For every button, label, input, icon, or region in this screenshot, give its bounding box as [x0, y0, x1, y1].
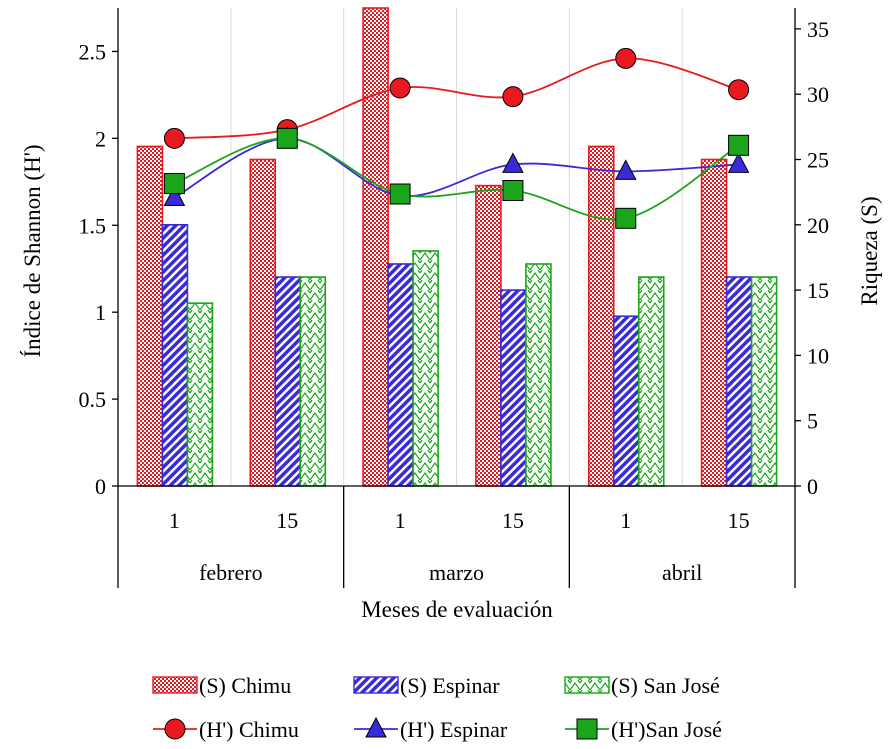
left-tick-label: 1 [95, 300, 106, 325]
bar [387, 263, 414, 487]
right-tick-label: 10 [807, 343, 829, 368]
bar [587, 145, 615, 487]
series-line [173, 137, 739, 199]
legend-label: (S) Espinar [400, 673, 500, 698]
bars-layer [136, 7, 778, 487]
month-label: febrero [199, 560, 263, 585]
data-point [728, 79, 750, 101]
right-tick-label: 15 [807, 278, 829, 303]
legend-marker [164, 718, 186, 740]
data-point [163, 173, 185, 195]
data-point [276, 127, 298, 149]
left-axis-title: Índice de Shannon (H') [20, 145, 45, 358]
bar [475, 184, 502, 487]
bar [136, 145, 164, 487]
right-tick-label: 0 [807, 474, 818, 499]
left-tick-label: 0.5 [79, 387, 107, 412]
month-label: abril [662, 560, 702, 585]
month-label: marzo [429, 560, 484, 585]
left-tick-label: 0 [95, 474, 106, 499]
bar [500, 289, 527, 487]
right-tick-label: 5 [807, 409, 818, 434]
legend-label: (H') Chimu [199, 717, 299, 742]
x-tick-label: 1 [169, 508, 180, 533]
axes-layer: 0 0.5 1 1.5 2 2.5 0 5 10 15 20 25 30 35 1 15 febrero 1 15 m… [79, 8, 829, 588]
x-tick-label: 15 [276, 508, 298, 533]
legend-label: (S) Chimu [199, 673, 291, 698]
right-axis-title: Riqueza (S) [857, 196, 882, 305]
left-tick-label: 2 [95, 126, 106, 151]
left-tick-label: 2.5 [79, 39, 107, 64]
bar [161, 223, 189, 487]
legend-swatch [564, 676, 610, 694]
series-line [174, 137, 740, 221]
bar [525, 263, 552, 487]
grid-layer [230, 8, 683, 486]
data-point [389, 183, 411, 205]
data-point [615, 47, 637, 69]
right-tick-label: 25 [807, 147, 829, 172]
bar [274, 276, 302, 487]
lines-layer [163, 47, 750, 229]
right-tick-label: 20 [807, 213, 829, 238]
data-point [728, 134, 750, 156]
data-point [727, 152, 750, 173]
bar [362, 7, 389, 487]
data-point [163, 185, 186, 206]
bar [700, 158, 728, 487]
x-tick-label: 1 [395, 508, 406, 533]
legend-marker [365, 716, 387, 738]
left-tick-label: 1.5 [79, 213, 107, 238]
right-tick-label: 35 [807, 17, 829, 42]
legend-swatch [353, 676, 399, 694]
x-axis-title: Meses de evaluación [361, 597, 553, 622]
bar [299, 276, 327, 487]
bar [249, 158, 277, 487]
data-point [502, 86, 524, 108]
x-tick-label: 15 [728, 508, 750, 533]
legend-label: (H')San José [611, 717, 722, 742]
x-tick-label: 1 [620, 508, 631, 533]
data-point [163, 127, 185, 149]
legend-marker [576, 718, 598, 740]
bar [725, 276, 753, 487]
legend-label: (S) San José [611, 673, 720, 698]
data-point [502, 180, 524, 202]
legend: (S) Chimu (S) Espinar (S) San José (H') Chi… [152, 673, 722, 742]
data-point [389, 77, 411, 99]
bar [637, 276, 665, 487]
bar [412, 250, 439, 487]
data-point [615, 207, 637, 229]
data-point [614, 159, 637, 180]
right-tick-label: 30 [807, 82, 829, 107]
data-point [502, 152, 524, 173]
legend-label: (H') Espinar [400, 717, 508, 742]
bar [186, 302, 214, 487]
bar [612, 315, 640, 487]
legend-swatch [152, 676, 198, 694]
x-tick-label: 15 [502, 508, 524, 533]
bar [750, 276, 778, 487]
